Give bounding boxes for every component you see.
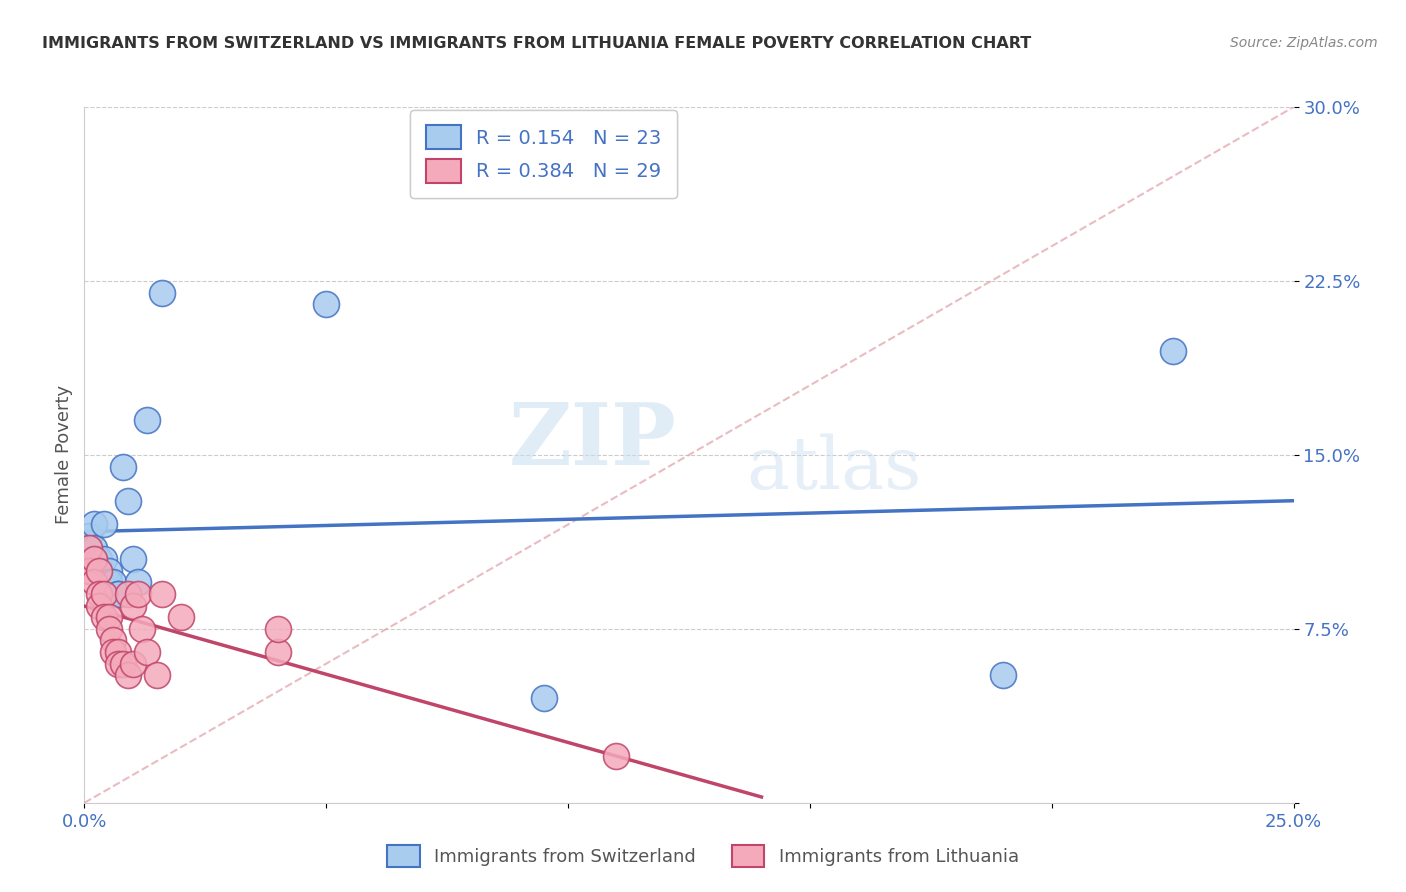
Point <box>97 610 120 624</box>
Point <box>146 668 169 682</box>
Point <box>83 541 105 555</box>
Point <box>267 622 290 636</box>
Point <box>77 541 100 555</box>
Point <box>121 657 143 671</box>
Point <box>87 564 110 578</box>
Point <box>1161 343 1184 358</box>
Point <box>77 564 100 578</box>
Text: Source: ZipAtlas.com: Source: ZipAtlas.com <box>1230 36 1378 50</box>
Point <box>107 657 129 671</box>
Point <box>83 575 105 590</box>
Point <box>97 575 120 590</box>
Legend: R = 0.154   N = 23, R = 0.384   N = 29: R = 0.154 N = 23, R = 0.384 N = 29 <box>411 110 678 198</box>
Point <box>103 645 125 659</box>
Point <box>533 691 555 706</box>
Point <box>83 517 105 532</box>
Point <box>93 587 115 601</box>
Point <box>112 459 135 474</box>
Point <box>107 587 129 601</box>
Y-axis label: Female Poverty: Female Poverty <box>55 385 73 524</box>
Point <box>267 645 290 659</box>
Point <box>136 645 159 659</box>
Point <box>127 587 149 601</box>
Point <box>77 529 100 543</box>
Text: IMMIGRANTS FROM SWITZERLAND VS IMMIGRANTS FROM LITHUANIA FEMALE POVERTY CORRELAT: IMMIGRANTS FROM SWITZERLAND VS IMMIGRANT… <box>42 36 1032 51</box>
Text: ZIP: ZIP <box>509 399 676 483</box>
Point <box>83 552 105 566</box>
Point <box>87 552 110 566</box>
Point <box>117 494 139 508</box>
Point <box>605 749 627 764</box>
Point <box>107 645 129 659</box>
Point <box>150 285 173 300</box>
Point <box>117 668 139 682</box>
Point <box>131 622 153 636</box>
Point <box>93 552 115 566</box>
Point <box>87 587 110 601</box>
Point <box>97 622 120 636</box>
Point <box>170 610 193 624</box>
Point <box>127 575 149 590</box>
Point <box>103 575 125 590</box>
Point <box>121 552 143 566</box>
Point <box>93 517 115 532</box>
Point <box>87 564 110 578</box>
Point <box>315 297 337 311</box>
Point <box>107 587 129 601</box>
Text: atlas: atlas <box>747 434 922 504</box>
Point <box>103 633 125 648</box>
Point <box>136 413 159 427</box>
Point <box>93 610 115 624</box>
Point <box>97 564 120 578</box>
Point <box>121 599 143 613</box>
Point <box>993 668 1015 682</box>
Point <box>150 587 173 601</box>
Point <box>77 541 100 555</box>
Point <box>87 599 110 613</box>
Legend: Immigrants from Switzerland, Immigrants from Lithuania: Immigrants from Switzerland, Immigrants … <box>380 838 1026 874</box>
Point <box>112 657 135 671</box>
Point <box>117 587 139 601</box>
